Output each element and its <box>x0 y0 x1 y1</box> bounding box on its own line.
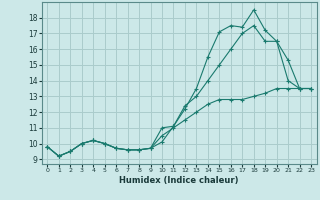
X-axis label: Humidex (Indice chaleur): Humidex (Indice chaleur) <box>119 176 239 185</box>
